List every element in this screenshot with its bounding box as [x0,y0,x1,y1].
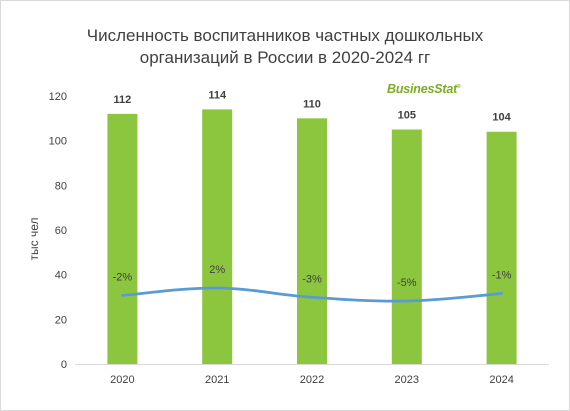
x-axis: 2020 2021 2022 2023 2024 [75,364,549,386]
y-tick-label: 40 [55,270,67,282]
y-tick-label: 0 [61,359,67,371]
y-tick-label: 100 [49,136,67,148]
x-tick-label: 2022 [300,374,324,386]
chart-title-line-1: Численность воспитанников частных дошкол… [86,26,484,45]
x-tick-label: 2023 [395,374,419,386]
chart-title-line-2: организаций в России в 2020-2024 гг [139,48,431,67]
bar [391,129,422,364]
bar-value-label: 110 [303,98,321,110]
businesstat-logo: BusinesStat® [387,82,461,96]
y-tick-label: 60 [55,225,67,237]
bar-value-label: 112 [114,94,132,106]
y-tick-label: 120 [49,91,67,103]
change-line-series: -2% 2% -3% -5% -1% [113,264,512,303]
logo-mark: ® [457,83,461,90]
change-label: -3% [302,273,322,285]
y-axis-label: тыс чел [27,218,41,261]
change-label: -2% [113,271,133,283]
bar-series: 112 114 110 105 104 [107,89,517,365]
change-label: -1% [492,270,512,282]
bar [297,118,327,364]
bar-value-label: 105 [398,110,416,122]
change-label: 2% [209,264,225,276]
chart-title: Численность воспитанников частных дошкол… [1,25,569,69]
bar-value-label: 104 [492,112,511,124]
x-tick-label: 2020 [110,374,134,386]
bar [107,113,138,364]
y-tick-label: 20 [55,314,67,326]
logo-text: BusinesStat [387,82,458,96]
x-tick-label: 2021 [205,374,229,386]
bar-value-label: 114 [208,89,227,101]
y-tick-label: 80 [55,180,67,192]
x-tick-label: 2024 [489,374,513,386]
change-label: -5% [397,277,417,289]
bar [202,109,233,365]
y-axis: 0 20 40 60 80 100 120 [49,91,67,371]
bar [486,131,517,364]
